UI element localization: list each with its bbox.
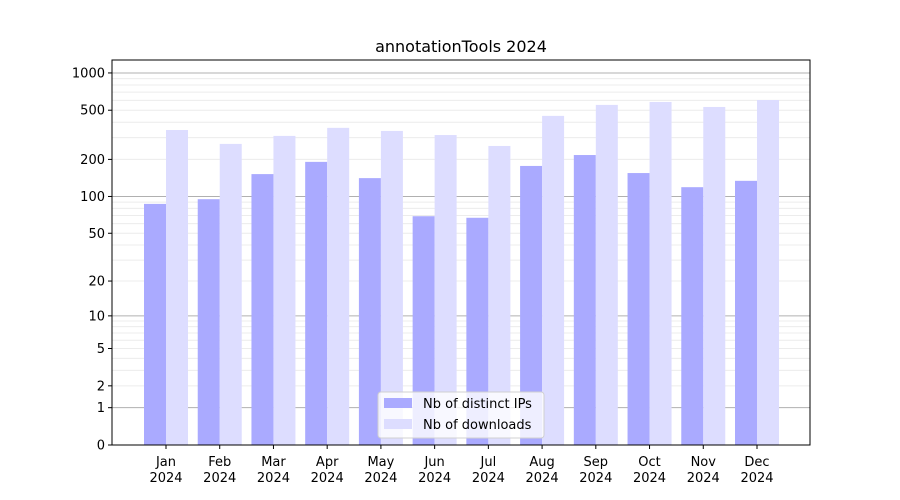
- bar-distinct-ips: [735, 180, 757, 445]
- y-tick-label: 50: [88, 227, 105, 242]
- bar-distinct-ips: [251, 174, 274, 445]
- y-tick-label: 0: [97, 439, 105, 454]
- bar-downloads: [649, 101, 672, 445]
- x-tick-label: Nov 2024: [687, 455, 720, 486]
- bar-distinct-ips: [197, 199, 220, 445]
- y-tick-label: 200: [80, 153, 105, 168]
- y-tick-label: 10: [88, 309, 105, 324]
- legend-swatch: [384, 398, 412, 408]
- bar-distinct-ips: [144, 203, 166, 445]
- x-tick-label: Apr 2024: [311, 455, 344, 486]
- bar-downloads: [703, 106, 726, 446]
- x-tick-label: Dec 2024: [740, 455, 773, 486]
- x-tick-label: Aug 2024: [526, 455, 559, 486]
- bar-distinct-ips: [520, 165, 543, 445]
- legend-box: [377, 391, 545, 439]
- bar-downloads: [273, 135, 296, 445]
- x-tick-label: Jan 2024: [149, 455, 182, 486]
- x-axis: Jan 2024 Feb 2024 Mar 2024 Apr 2024 May 2024 Jun 20…: [149, 445, 774, 486]
- x-tick-label: Jul 2024: [472, 455, 505, 486]
- legend-label: Nb of distinct IPs: [423, 397, 532, 412]
- bar-distinct-ips: [573, 155, 596, 446]
- bar-distinct-ips: [358, 178, 381, 445]
- x-tick-label: Mar 2024: [257, 455, 290, 486]
- bar-downloads: [219, 143, 242, 445]
- y-tick-label: 2: [97, 379, 105, 394]
- bar-distinct-ips: [412, 216, 435, 445]
- x-tick-label: Jun 2024: [418, 455, 451, 486]
- bar-downloads: [327, 127, 350, 445]
- chart-title: annotationTools 2024: [375, 37, 547, 56]
- legend-swatch: [384, 419, 412, 429]
- x-tick-label: Sep 2024: [579, 455, 612, 486]
- bar-downloads: [488, 145, 511, 445]
- y-tick-label: 100: [80, 190, 105, 205]
- bars: [144, 99, 779, 446]
- y-tick-label: 1: [97, 401, 105, 416]
- legend-label: Nb of downloads: [423, 418, 532, 433]
- bar-distinct-ips: [305, 161, 328, 445]
- y-tick-label: 500: [80, 104, 105, 119]
- legend: Nb of distinct IPs Nb of downloads: [377, 391, 545, 439]
- bar-downloads: [166, 129, 188, 445]
- y-axis: 0 1 2 5 10 20 50 100 200 500 1000: [72, 66, 112, 454]
- x-tick-label: Feb 2024: [203, 455, 236, 486]
- bar-downloads: [542, 115, 565, 445]
- y-tick-label: 1000: [72, 66, 105, 81]
- y-tick-label: 5: [97, 342, 105, 357]
- bar-downloads: [595, 104, 618, 445]
- x-tick-label: May 2024: [364, 455, 397, 486]
- bar-downloads: [434, 135, 457, 445]
- bar-downloads: [757, 99, 779, 446]
- bar-distinct-ips: [681, 187, 704, 445]
- x-tick-label: Oct 2024: [633, 455, 666, 486]
- bar-distinct-ips: [466, 217, 489, 445]
- plot-frame: [111, 59, 811, 446]
- y-tick-label: 20: [88, 275, 105, 290]
- bar-distinct-ips: [627, 173, 650, 445]
- bar-downloads: [380, 130, 403, 445]
